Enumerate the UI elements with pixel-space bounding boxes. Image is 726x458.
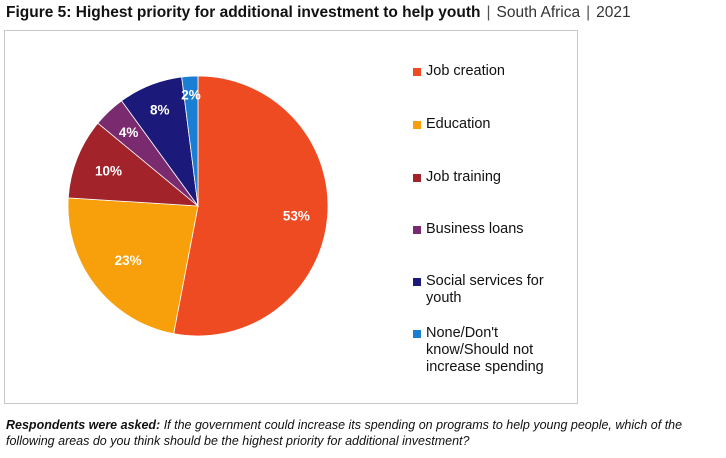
pie-chart: 53% 23% 10% 4% 8% 2% (67, 75, 329, 337)
footnote-label: Respondents were asked: (6, 418, 161, 432)
data-label: 8% (150, 102, 170, 117)
legend-item: Job creation (413, 63, 505, 80)
data-label: 2% (181, 87, 201, 102)
chart-frame: 53% 23% 10% 4% 8% 2% Job creation Education Job… (4, 30, 578, 404)
title-country: South Africa (496, 4, 581, 21)
pie-slice-education (67, 197, 199, 335)
legend-swatch (413, 226, 421, 234)
legend-swatch (413, 174, 421, 182)
legend-item: Education (413, 116, 491, 133)
pie-slice-job-creation (173, 75, 329, 337)
data-label: 23% (115, 253, 142, 268)
footnote: Respondents were asked: If the governmen… (6, 417, 722, 449)
data-label: 10% (95, 164, 122, 179)
legend-item: Job training (413, 169, 501, 186)
pie-slice-job-training (67, 122, 200, 207)
legend-label: Education (426, 116, 491, 132)
legend-label: None/Don't know/Should not increase spendi… (426, 325, 544, 375)
title-separator-1: | (486, 4, 491, 21)
legend-label: Social services for youth (426, 273, 544, 306)
legend-item: None/Don't know/Should not increase spendi… (413, 325, 544, 376)
legend-swatch (413, 330, 421, 338)
data-label: 53% (283, 208, 310, 223)
title-separator-2: | (586, 4, 591, 21)
legend-label: Business loans (426, 221, 524, 237)
title-year: 2021 (596, 4, 631, 21)
legend-swatch (413, 278, 421, 286)
legend-swatch (413, 121, 421, 129)
footnote-text: If the government could increase its spe… (6, 418, 683, 448)
legend-item: Social services for youth (413, 273, 544, 307)
legend-label: Job creation (426, 63, 505, 79)
figure-title-main: Figure 5: Highest priority for additiona… (6, 4, 481, 21)
figure-title: Figure 5: Highest priority for additiona… (6, 4, 631, 22)
legend-label: Job training (426, 169, 501, 185)
pie-slice-none-don-t-know-should-not-increase-spending (181, 75, 199, 207)
legend-item: Business loans (413, 221, 524, 238)
legend-swatch (413, 68, 421, 76)
data-label: 4% (119, 125, 139, 140)
